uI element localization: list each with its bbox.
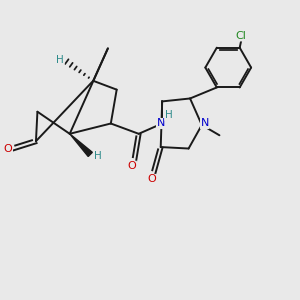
Text: H: H — [56, 55, 64, 65]
Text: Cl: Cl — [236, 31, 247, 41]
Text: H: H — [94, 151, 101, 161]
Text: N: N — [201, 118, 209, 128]
Text: O: O — [148, 174, 156, 184]
Text: H: H — [165, 110, 172, 120]
Text: O: O — [4, 143, 12, 154]
Polygon shape — [70, 134, 92, 157]
Text: O: O — [128, 161, 136, 171]
Text: N: N — [157, 118, 165, 128]
